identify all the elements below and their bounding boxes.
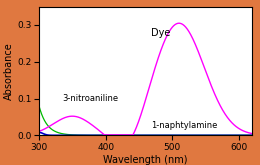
X-axis label: Wavelength (nm): Wavelength (nm) bbox=[103, 155, 188, 165]
Text: Dye: Dye bbox=[151, 28, 170, 38]
Text: 1-naphtylamine: 1-naphtylamine bbox=[151, 121, 217, 130]
Text: 3-nitroaniline: 3-nitroaniline bbox=[62, 95, 119, 103]
Y-axis label: Absorbance: Absorbance bbox=[4, 42, 14, 100]
